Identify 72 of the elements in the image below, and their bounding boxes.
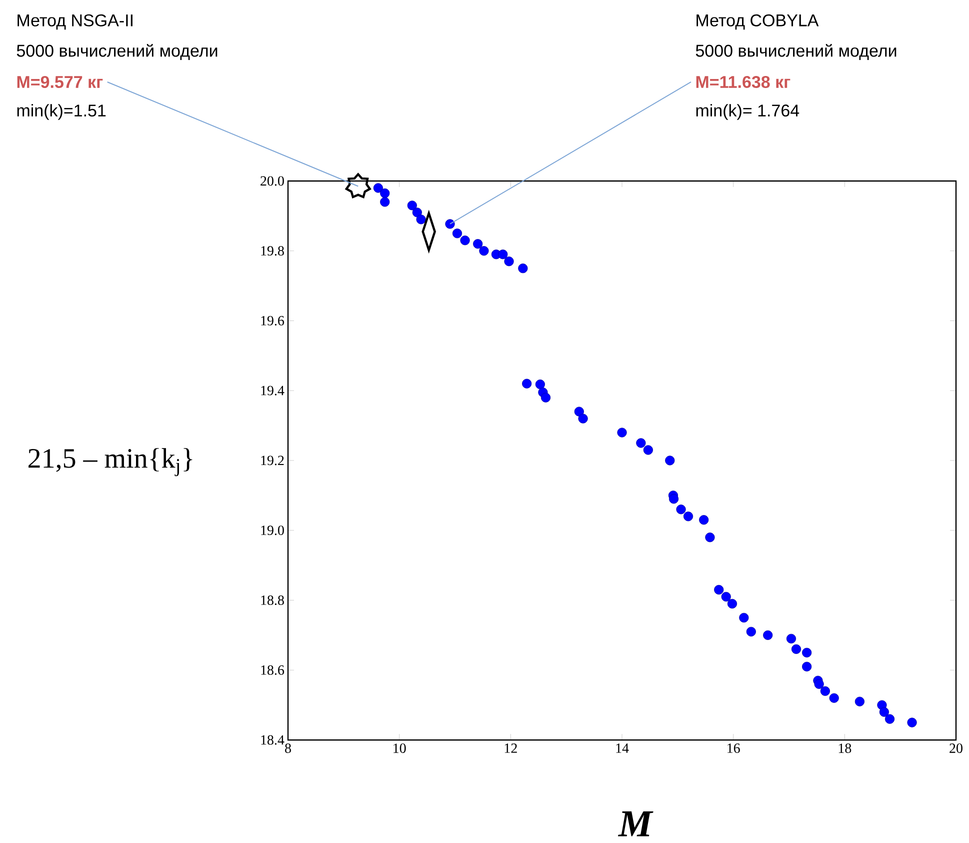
point [518,264,528,274]
point [699,515,709,525]
point [705,532,715,542]
y-tick-label: 19.8 [261,246,284,256]
point [522,378,532,388]
point [535,380,545,390]
y-tick-label: 19.4 [261,386,284,396]
point [683,512,694,522]
text: 5000 вычислений модели [696,44,896,60]
point [746,626,756,636]
x-tick-label: 16 [728,744,740,753]
x-axis-title: M [618,811,654,836]
point [727,598,738,609]
point [676,504,686,514]
point [504,256,514,266]
annotation: M=11.638 кг [696,76,790,88]
point [854,696,864,706]
point [884,714,895,724]
y-tick-label: 18.6 [261,665,284,675]
point [416,214,426,224]
point [802,648,812,658]
point [820,686,830,696]
point [763,630,773,640]
point [643,445,653,455]
point [739,612,749,623]
point [345,173,371,198]
y-tick-label: 19.2 [261,456,284,466]
x-tick-label: 14 [616,744,629,753]
text: Метод NSGA-II [18,14,132,30]
point [668,494,679,504]
point [786,634,796,644]
text: min(k)=1.51 [17,104,106,120]
point [445,219,455,229]
point [380,188,390,198]
text: 5000 вычислений модели [16,44,218,60]
point [636,438,646,448]
point [907,718,917,728]
annotation: M=9.577 кг [17,76,103,88]
point [452,228,462,238]
point [498,250,508,260]
point [479,246,489,256]
point [721,592,731,602]
x-tick-label: 8 [285,744,291,753]
y-axis-title: 21,5 – min{k$_{j}$} [28,448,192,476]
point [665,456,675,466]
point [574,406,584,416]
x-tick-label: 10 [394,744,406,753]
point [473,239,483,249]
y-tick-label: 18.4 [261,735,284,745]
text: min(k)= 1.764 [696,104,800,120]
point [540,392,551,402]
point [814,679,824,689]
y-tick-label: 18.8 [261,595,284,605]
point [373,183,383,193]
point [791,644,802,654]
x-tick-label: 20 [950,744,962,753]
point [879,707,889,717]
point [460,236,470,246]
text: Метод COBYLA [696,14,819,30]
point [802,662,812,672]
point [412,208,422,218]
point [714,584,724,595]
x-tick-label: 18 [838,744,852,753]
y-tick-label: 20.0 [260,176,284,186]
y-tick-label: 19.0 [261,526,284,536]
point [578,414,588,424]
point [829,693,839,703]
point [617,428,627,438]
point [380,197,390,207]
x-tick-label: 12 [504,744,517,753]
y-tick-label: 19.6 [261,316,284,326]
point [407,200,417,210]
